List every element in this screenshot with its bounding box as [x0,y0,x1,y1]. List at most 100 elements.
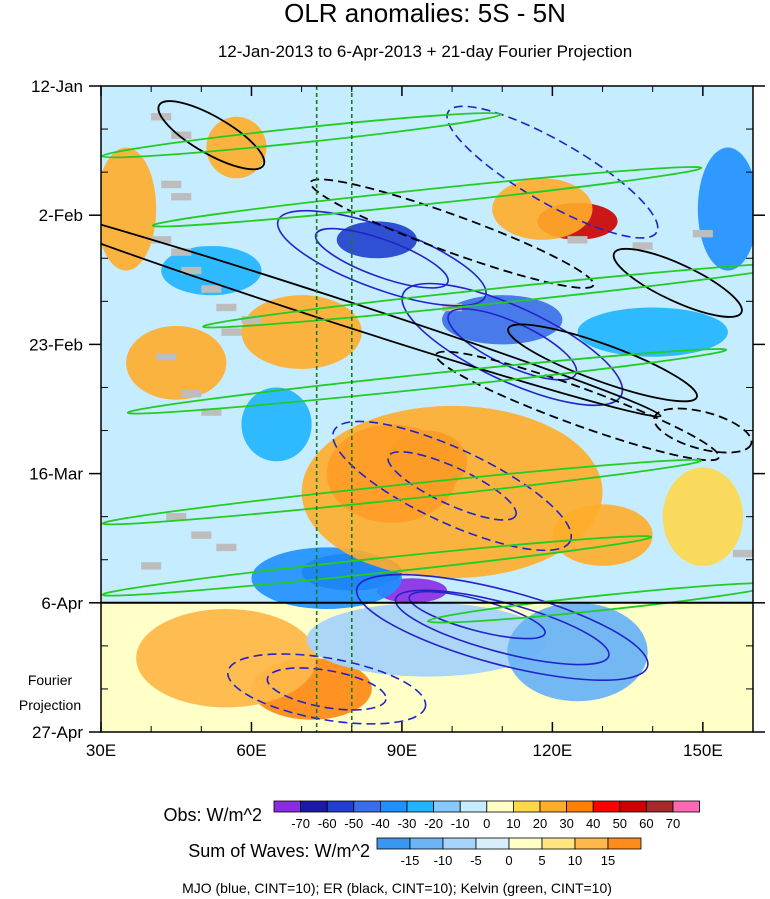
plot-area [101,86,753,732]
obs-anomaly-18 [577,307,728,357]
obs-colorbar-label-6: -10 [451,816,470,831]
kelvin-contour-5 [101,535,653,597]
x-tick-label-0: 30E [86,741,116,760]
missing-cell-13 [201,408,222,416]
chart-footer: MJO (blue, CINT=10); ER (black, CINT=10)… [182,880,612,896]
mjo-contour-9 [226,653,427,725]
waves-colorbar-swatch-0 [376,837,411,850]
obs-colorbar-label-14: 70 [666,816,680,831]
obs-colorbar-label-10: 30 [559,816,573,831]
waves-colorbar-label-0: -15 [401,853,420,868]
mjo-contour-4 [355,573,649,682]
obs-anomaly-17 [241,387,312,462]
obs-colorbar-swatch-14 [646,800,674,813]
obs-colorbar-swatch-6 [433,800,461,813]
obs-colorbar-swatch-12 [592,800,621,813]
er-contour-1 [507,323,698,403]
y-tick-label-1: 2-Feb [39,206,83,225]
kelvin-contour-3 [126,348,728,415]
missing-cell-11 [156,353,177,361]
y-tick-label-2: 23-Feb [29,335,83,354]
y-tick-label-4: 6-Apr [41,594,83,613]
kelvin-contours [101,112,753,624]
obs-anomaly-6 [442,295,563,345]
obs-colorbar-label-8: 10 [506,816,520,831]
obs-anomaly-19 [697,147,753,271]
missing-cell-4 [151,236,172,244]
waves-colorbar-swatch-4 [508,837,543,850]
obs-colorbar-label-11: 40 [586,816,600,831]
y-tick-label-3: 16-Mar [29,465,83,484]
chart-title: OLR anomalies: 5S - 5N [284,0,566,28]
x-tick-label-1: 60E [236,741,266,760]
obs-colorbar-label-3: -40 [371,816,390,831]
obs-colorbar-swatch-4 [379,800,408,813]
x-tick-label-4: 150E [683,741,723,760]
obs-colorbar-swatch-2 [326,800,355,813]
y-tick-label-5: 27-Apr [32,723,83,742]
missing-cell-17 [141,562,162,570]
kelvin-contour-1 [151,166,703,228]
obs-colorbar-label-12: 50 [613,816,627,831]
missing-cell-20 [632,242,653,250]
missing-cell-8 [216,303,237,312]
waves-colorbar-swatch-2 [442,837,477,850]
waves-colorbar-label-3: 0 [505,853,512,868]
waves-colorbar-label-5: 10 [568,853,582,868]
waves-colorbar-swatch-1 [409,837,444,850]
obs-colorbar-label-5: -20 [424,816,443,831]
chart-subtitle: 12-Jan-2013 to 6-Apr-2013 + 21-day Fouri… [218,42,632,61]
missing-cell-1 [171,131,192,139]
obs-colorbar-swatch-10 [539,800,568,813]
waves-colorbar: -15 -10 -5 0 5 10 15 [376,837,642,868]
missing-cell-12 [181,389,202,398]
y-tick-label-0: 12-Jan [31,77,83,96]
obs-colorbar-swatch-7 [459,800,488,813]
obs-colorbar-swatch-3 [353,800,381,813]
projection-anomaly-1 [136,608,317,708]
er-contour-2 [612,247,743,318]
obs-anomaly-8 [301,405,603,579]
waves-colorbar-label-2: -5 [470,853,482,868]
obs-colorbar-label-7: 0 [483,816,490,831]
obs-colorbar-label-0: -70 [291,816,310,831]
kelvin-contour-4 [101,458,703,526]
mjo-contour-6 [408,590,546,640]
er-contour-4 [309,178,595,289]
plot-frame [100,85,754,733]
obs-colorbar-label-13: 60 [639,816,653,831]
obs-colorbar-swatch-9 [513,800,541,813]
waves-colorbar-label-4: 5 [538,853,545,868]
obs-anomaly-12 [552,504,653,566]
missing-cell-3 [171,193,192,201]
obs-colorbar-swatch-13 [619,800,647,813]
missing-cell-7 [201,285,222,293]
obs-colorbar-label-9: 20 [533,816,547,831]
er-contour-0 [157,100,266,171]
obs-colorbar-swatch-1 [300,800,328,813]
waves-colorbar-label-6: 15 [601,853,615,868]
obs-colorbar-swatch-15 [672,800,701,813]
obs-colorbar-label-1: -60 [318,816,337,831]
obs-anomaly-5 [336,221,417,259]
missing-cell-9 [241,316,262,324]
obs-colorbar: -70 -60 -50 -40 -30 -20 -10 0 10 20 30 40 50 60 70 [273,800,701,831]
obs-colorbar-label-2: -50 [344,816,363,831]
obs-colorbar-swatch-8 [486,800,514,813]
missing-cell-19 [567,236,588,244]
obs-anomaly-9 [241,295,362,370]
obs-anomaly-11 [101,147,157,271]
mjo-contour-10 [266,667,387,711]
waves-colorbar-swatch-7 [607,837,642,850]
obs-anomaly-15 [662,467,743,566]
obs-colorbar-swatch-5 [406,800,435,813]
x-tick-label-3: 120E [533,741,573,760]
missing-cell-21 [692,229,713,238]
kelvin-contour-0 [101,112,503,159]
missing-cell-16 [216,543,237,552]
missing-cell-5 [171,248,192,256]
reference-lines [315,86,353,732]
obs-anomaly-10 [126,325,227,400]
